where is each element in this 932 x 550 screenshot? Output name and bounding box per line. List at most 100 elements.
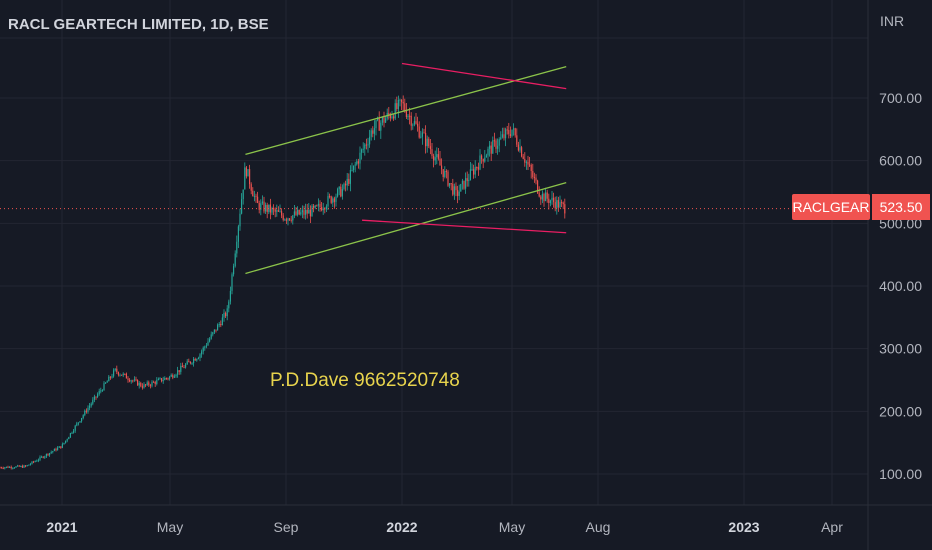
candle-body — [514, 128, 516, 136]
candle-body — [81, 418, 83, 422]
candle-body — [106, 381, 108, 383]
symbol-tag[interactable]: RACLGEAR — [792, 194, 870, 220]
candle-body — [348, 178, 350, 184]
candle-body — [111, 376, 113, 378]
candle-body — [282, 215, 284, 220]
x-tick-label: 2023 — [728, 519, 759, 535]
candle-body — [369, 136, 371, 145]
candle-body — [31, 461, 33, 464]
candle-body — [140, 382, 142, 387]
candle-body — [493, 140, 495, 142]
candle-body — [413, 121, 415, 125]
candle-body — [197, 358, 199, 360]
candle-body — [266, 204, 268, 212]
candle-body — [137, 379, 139, 386]
candle-body — [524, 158, 526, 163]
candle-body — [434, 157, 436, 161]
candle-body — [223, 312, 225, 318]
author-annotation[interactable]: P.D.Dave 9662520748 — [270, 370, 460, 391]
candle-body — [213, 329, 215, 333]
candle-body — [236, 241, 238, 254]
candle-body — [260, 203, 262, 210]
candle-body — [133, 379, 135, 381]
candle-body — [457, 190, 459, 196]
candle-body — [394, 103, 396, 119]
currency-label: INR — [880, 13, 905, 29]
candle-body — [220, 324, 222, 326]
candle-body — [530, 165, 532, 172]
candle-body — [4, 467, 6, 469]
candle-body — [532, 171, 534, 177]
candle-body — [562, 202, 564, 205]
candle-body — [489, 145, 491, 149]
candle-body — [156, 380, 158, 384]
candle-body — [191, 363, 193, 365]
candle-body — [383, 117, 385, 123]
candle-body — [401, 99, 403, 102]
candle-body — [98, 391, 100, 395]
candle-body — [309, 209, 311, 217]
candle-body — [44, 456, 46, 458]
candle-body — [298, 209, 300, 215]
candle-body — [234, 253, 236, 267]
candle-body — [364, 144, 366, 149]
candle-body — [229, 290, 231, 302]
candle-body — [415, 121, 417, 124]
candle-body — [308, 209, 310, 214]
candle-body — [28, 464, 30, 466]
candle-body — [410, 115, 412, 126]
candle-body — [41, 456, 43, 458]
candle-body — [194, 358, 196, 361]
candle-body — [447, 171, 449, 186]
candle-body — [39, 456, 41, 460]
candle-body — [7, 466, 9, 468]
candle-body — [253, 195, 255, 197]
candle-body — [209, 338, 211, 342]
candle-body — [513, 128, 515, 130]
candle-body — [535, 177, 537, 181]
candle-body — [66, 439, 68, 441]
y-tick-label: 600.00 — [879, 153, 922, 169]
candle-body — [509, 134, 511, 136]
candle-body — [418, 126, 420, 138]
candle-body — [100, 390, 102, 392]
candle-body — [450, 183, 452, 185]
candle-body — [425, 132, 427, 147]
candle-body — [226, 308, 228, 317]
y-tick-label: 400.00 — [879, 278, 922, 294]
candle-body — [525, 161, 527, 163]
candle-body — [281, 211, 283, 216]
candle-body — [517, 144, 519, 151]
candle-body — [449, 183, 451, 186]
candle-body — [445, 171, 447, 173]
candle-body — [205, 345, 207, 347]
x-tick-label: 2021 — [46, 519, 77, 535]
candle-body — [372, 130, 374, 134]
candle-body — [9, 466, 11, 468]
candle-body — [314, 205, 316, 208]
candle-body — [175, 374, 177, 377]
candle-body — [293, 211, 295, 216]
candle-body — [252, 190, 254, 197]
candle-body — [325, 206, 327, 209]
candle-body — [362, 148, 364, 150]
candle-body — [466, 178, 468, 182]
candle-body — [79, 421, 81, 423]
candle-body — [289, 218, 291, 220]
candle-body — [329, 196, 331, 198]
candle-body — [322, 208, 324, 211]
candle-body — [73, 430, 75, 433]
candle-body — [370, 130, 372, 137]
candle-body — [33, 461, 35, 463]
candle-body — [117, 372, 119, 375]
candle-body — [330, 196, 332, 203]
candle-body — [109, 376, 111, 378]
candle-body — [305, 209, 307, 215]
candle-body — [12, 467, 14, 469]
candle-body — [114, 368, 116, 371]
candle-body — [420, 136, 422, 138]
candle-body — [516, 135, 518, 145]
y-tick-label: 700.00 — [879, 90, 922, 106]
candle-body — [341, 189, 343, 197]
